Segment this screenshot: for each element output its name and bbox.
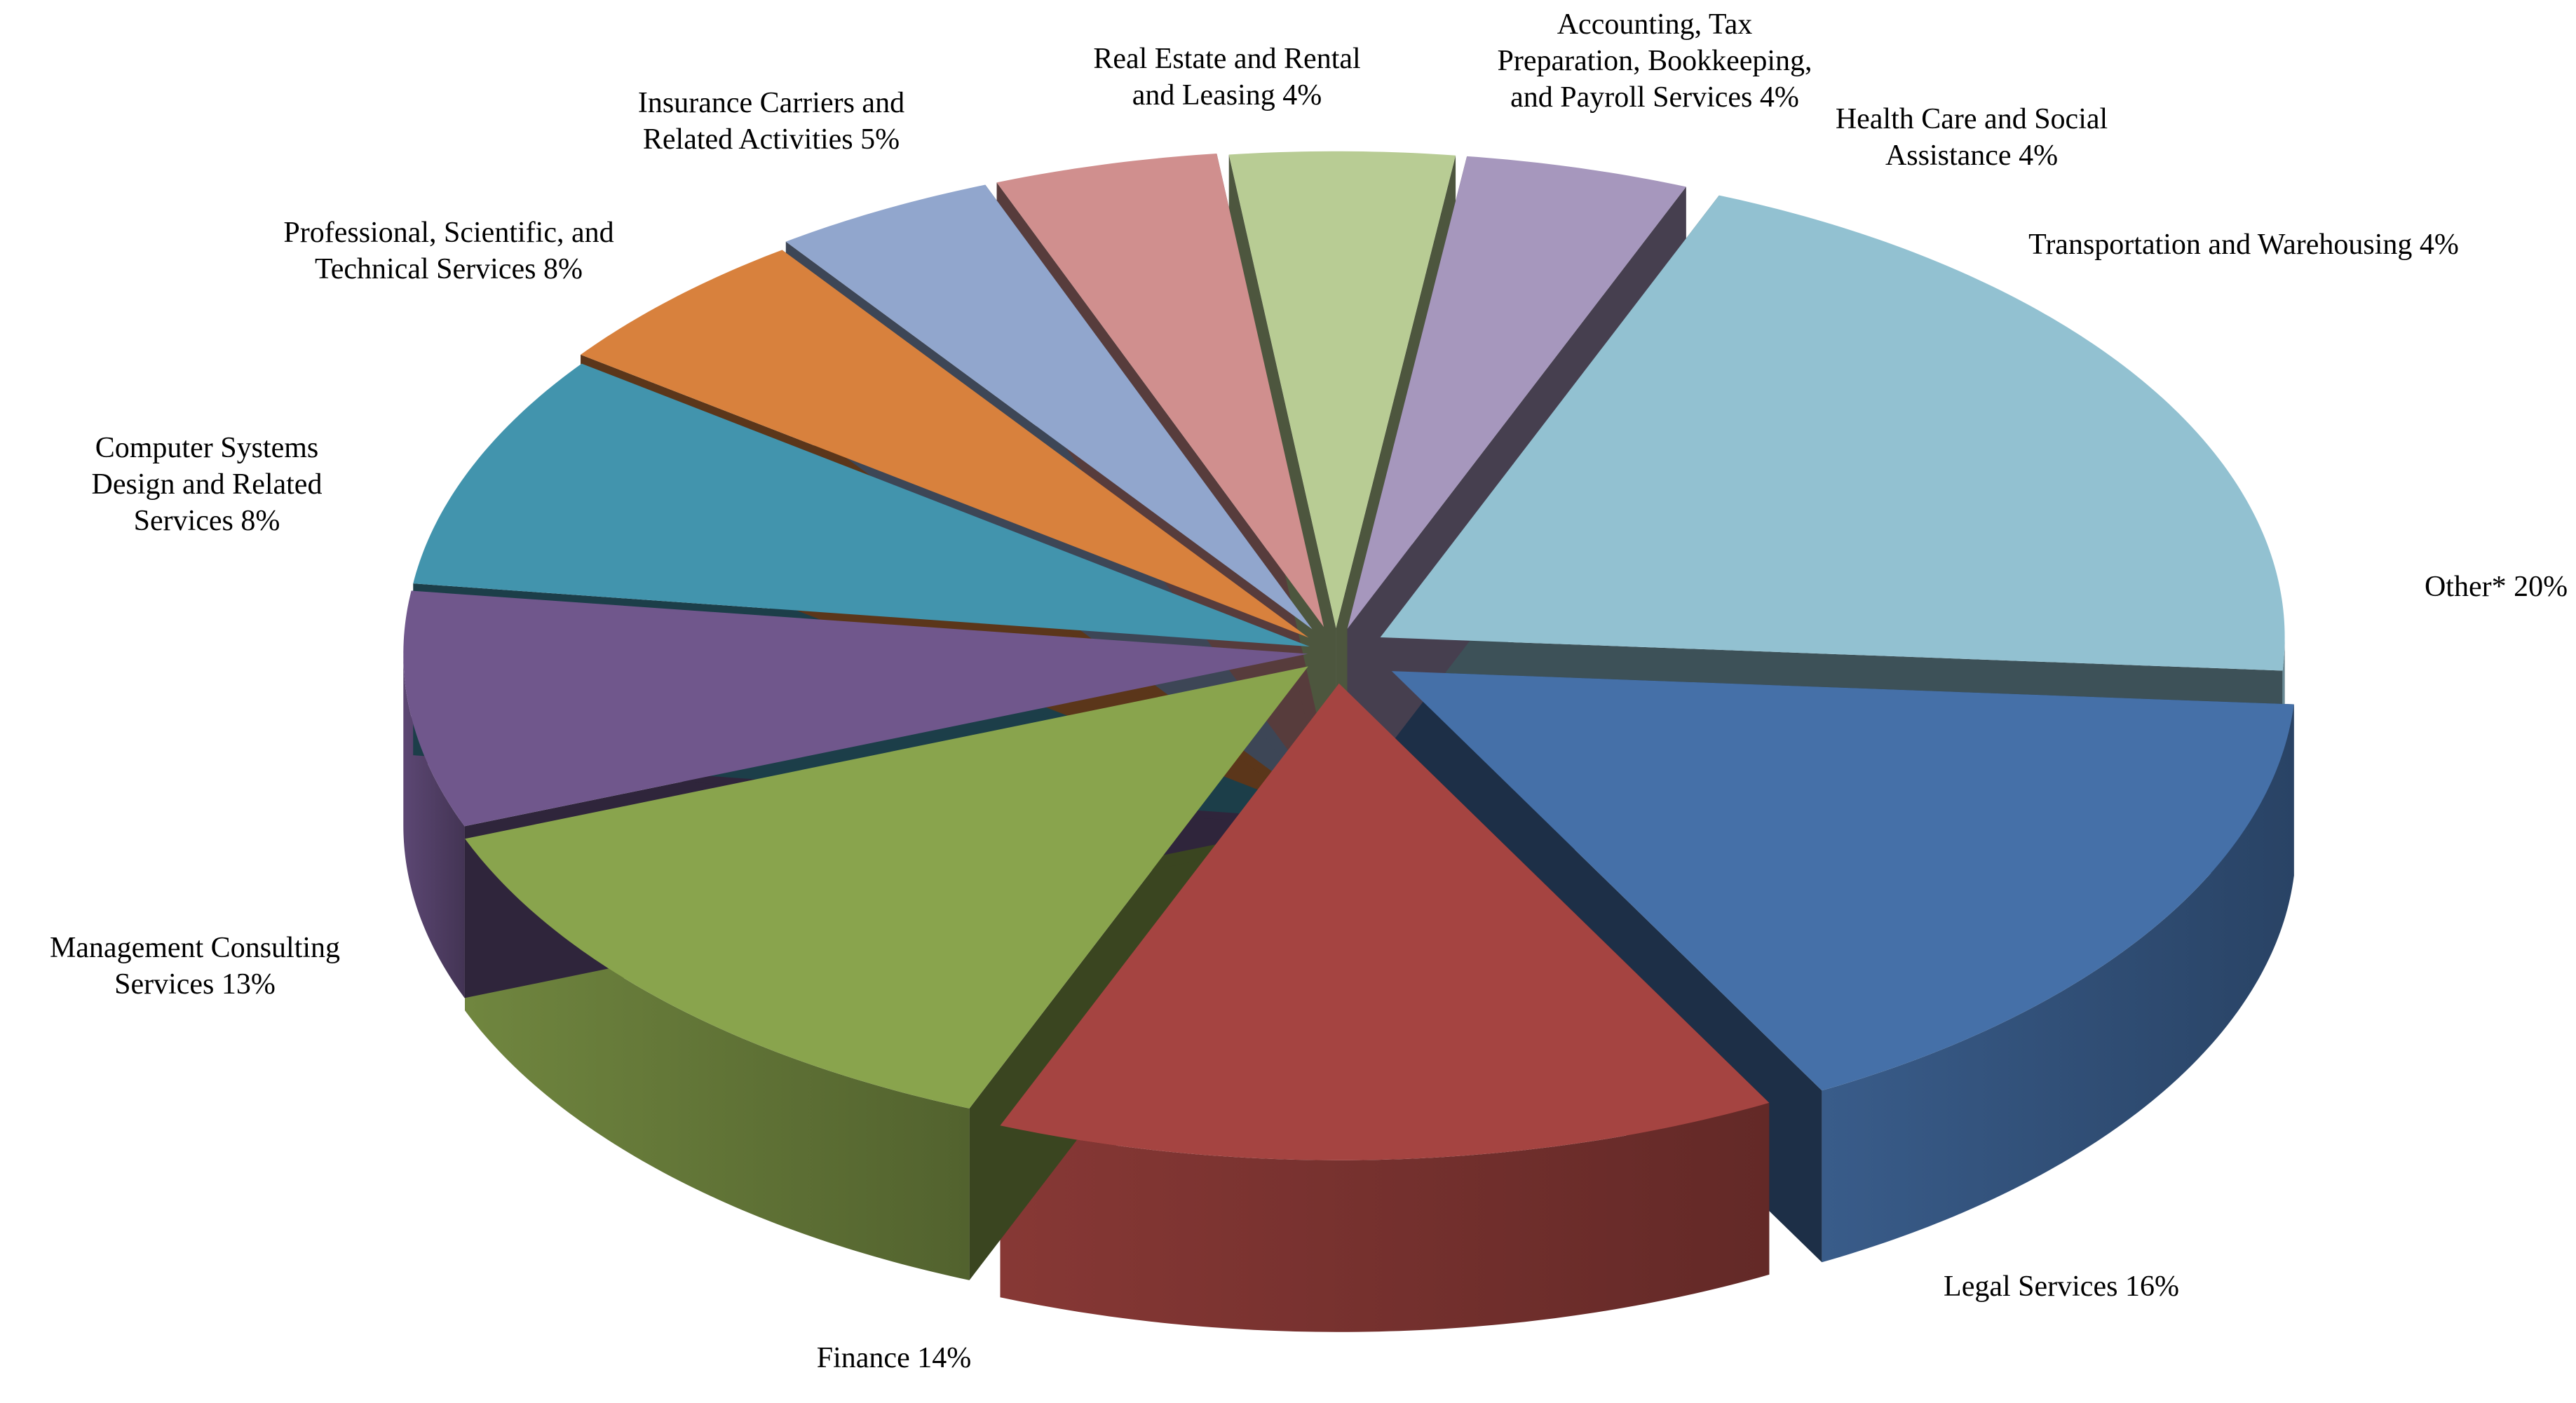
slice-label-2: Finance 14% xyxy=(817,1342,971,1374)
slice-real-estate-and-rental-and-leasing xyxy=(785,184,1313,630)
slice-label-1: Legal Services 16% xyxy=(1944,1270,2179,1303)
slice-management-consulting-services xyxy=(465,666,1308,1109)
slice-label-9: Health Care and Social Assistance 4% xyxy=(1836,103,2108,172)
slice-face-1 xyxy=(1822,704,2294,1263)
slice-label-line-0-0: Other* 20% xyxy=(2425,571,2568,603)
slice-professional-scientific-and-technical-services xyxy=(413,363,1310,647)
slice-labels: Other* 20% Legal Services 16% Finance 14% M… xyxy=(50,8,2568,1374)
slice-transportation-and-warehousing xyxy=(1347,156,1686,629)
slice-insurance-carriers-and-related-activities xyxy=(581,250,1309,638)
slice-face-2 xyxy=(1000,1102,1770,1332)
slice-label-line-9-1: Assistance 4% xyxy=(1885,140,2058,172)
slice-label-line-6-0: Insurance Carriers and xyxy=(638,87,904,119)
slice-label-3: Management Consulting Services 13% xyxy=(50,932,340,1001)
slice-label-line-5-1: Technical Services 8% xyxy=(315,253,583,285)
slice-computer-systems-design-and-related-services xyxy=(403,590,1308,827)
slice-label-line-4-2: Services 8% xyxy=(134,505,280,537)
slice-label-line-4-0: Computer Systems xyxy=(95,432,319,464)
slice-accounting-tax-preparation-bookkeeping-and-payroll-services xyxy=(996,153,1324,628)
slice-label-line-3-1: Services 13% xyxy=(114,968,276,1001)
slice-label-line-2-0: Finance 14% xyxy=(817,1342,971,1374)
slice-label-line-3-0: Management Consulting xyxy=(50,932,340,964)
slice-health-care-and-social-assistance xyxy=(1228,151,1456,628)
slice-label-10: Transportation and Warehousing 4% xyxy=(2028,229,2459,261)
slice-label-line-4-1: Design and Related xyxy=(92,468,323,501)
slice-label-7: Real Estate and Rental and Leasing 4% xyxy=(1093,43,1360,111)
slice-legal-services xyxy=(1391,671,2294,1091)
slice-label-line-7-1: and Leasing 4% xyxy=(1132,79,1322,111)
slice-other xyxy=(1380,195,2285,671)
slice-label-6: Insurance Carriers and Related Activities… xyxy=(638,87,904,156)
slice-label-4: Computer Systems Design and Related Servic… xyxy=(92,432,323,537)
slice-face-4 xyxy=(403,653,465,998)
slice-face-3 xyxy=(465,839,970,1280)
slice-label-line-10-0: Transportation and Warehousing 4% xyxy=(2028,229,2459,261)
slice-label-0: Other* 20% xyxy=(2425,571,2568,603)
slice-label-8: Accounting, Tax Preparation, Bookkeeping,… xyxy=(1497,8,1812,114)
slice-label-line-8-0: Accounting, Tax xyxy=(1557,8,1753,41)
slice-label-line-8-1: Preparation, Bookkeeping, xyxy=(1497,45,1812,77)
slice-label-line-5-0: Professional, Scientific, and xyxy=(283,217,614,249)
slice-label-5: Professional, Scientific, and Technical S… xyxy=(283,217,614,285)
slice-label-line-1-0: Legal Services 16% xyxy=(1944,1270,2179,1303)
slice-label-line-8-2: and Payroll Services 4% xyxy=(1510,81,1799,114)
slice-label-line-6-1: Related Activities 5% xyxy=(643,123,900,156)
slice-finance xyxy=(1000,683,1770,1160)
slice-label-line-9-0: Health Care and Social xyxy=(1836,103,2108,135)
slice-label-line-7-0: Real Estate and Rental xyxy=(1093,43,1360,75)
slice-tops xyxy=(403,151,2294,1160)
